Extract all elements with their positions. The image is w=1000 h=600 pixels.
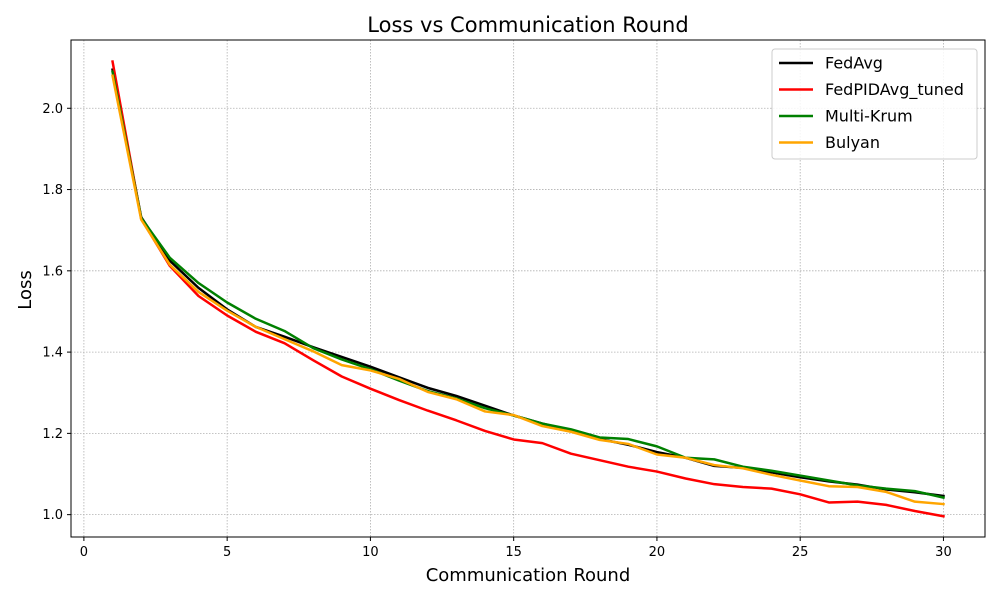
axis-ticks: 0 5 10 15 20 25 30 1.0 1.2 1.4 1.6 1.8 2.0 [42, 102, 951, 560]
series-line-fedpidavg-tuned [111, 60, 945, 518]
y-axis-label: Loss [15, 270, 36, 309]
y-tick-label: 1.2 [42, 427, 63, 442]
x-axis-label: Communication Round [426, 565, 631, 586]
y-tick-label: 2.0 [42, 102, 63, 117]
x-tick-label: 30 [935, 545, 952, 560]
legend-label: FedPIDAvg_tuned [825, 80, 964, 100]
chart-title: Loss vs Communication Round [367, 13, 688, 37]
y-tick-label: 1.0 [42, 508, 63, 523]
plot-area-frame [70, 39, 986, 538]
series-lines [111, 60, 945, 518]
x-tick-label: 25 [792, 545, 809, 560]
y-tick-label: 1.6 [42, 264, 63, 279]
x-tick-label: 20 [649, 545, 666, 560]
x-tick-label: 10 [362, 545, 379, 560]
legend: FedAvg FedPIDAvg_tuned Multi-Krum Bulyan [771, 48, 978, 160]
legend-box [771, 48, 978, 160]
legend-label: Bulyan [825, 133, 880, 152]
x-tick-label: 5 [223, 545, 231, 560]
x-tick-label: 15 [505, 545, 522, 560]
x-tick-label: 0 [80, 545, 88, 560]
y-tick-label: 1.8 [42, 183, 63, 198]
series-line-bulyan [111, 74, 945, 506]
legend-label: FedAvg [825, 54, 883, 73]
legend-label: Multi-Krum [825, 107, 913, 126]
y-tick-label: 1.4 [42, 346, 63, 361]
